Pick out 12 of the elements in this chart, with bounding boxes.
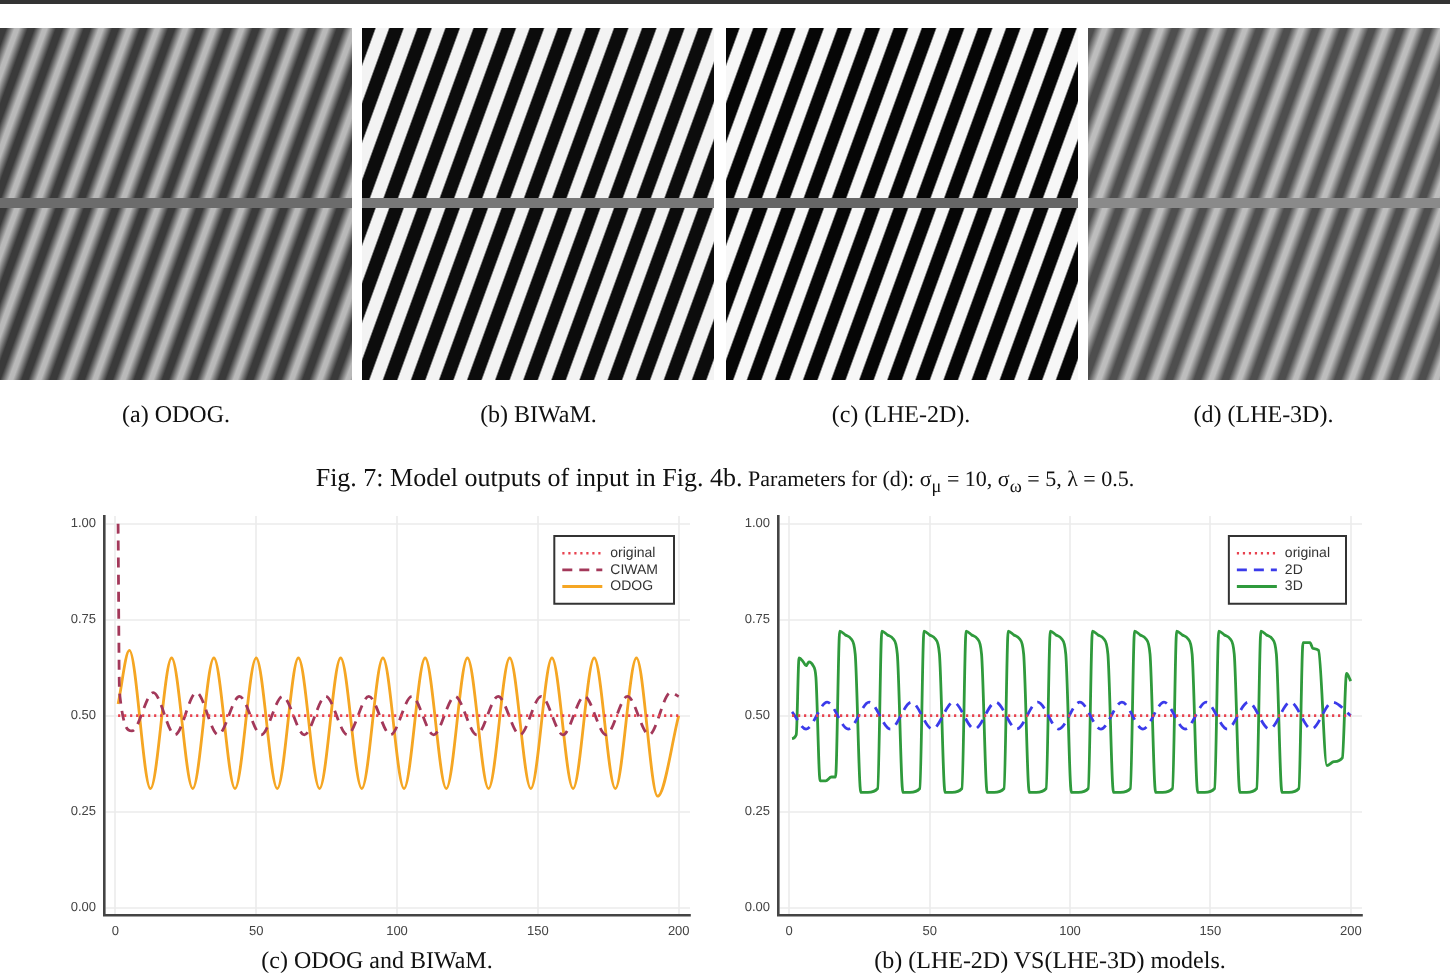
text: (c) (LHE-2D).: [831, 400, 971, 428]
line-series: [790, 629, 1353, 794]
text: (b) BIWaM.: [480, 400, 597, 428]
text: Fig. 7: Model outputs of input in Fig. 4b.: [315, 462, 743, 492]
line-series: [116, 522, 681, 737]
text: (d) (LHE-3D).: [1193, 400, 1334, 428]
line-series: [790, 700, 1353, 731]
text: Parameters for (d): σ$_{μ}$ = 10, σ$_{ω}$ = 5, λ = 0.5.: [746, 468, 1135, 497]
line-series: [116, 648, 681, 798]
text: (c) ODOG and BIWaM.: [261, 945, 493, 974]
text: (a) ODOG.: [122, 400, 230, 428]
text: (b) (LHE-2D) VS(LHE-3D) models.: [874, 945, 1226, 974]
